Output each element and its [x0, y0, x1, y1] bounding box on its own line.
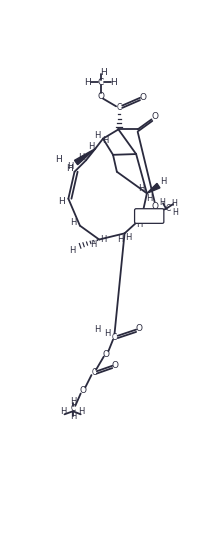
Polygon shape	[147, 183, 160, 193]
Text: H: H	[61, 408, 67, 416]
Text: O: O	[136, 324, 143, 333]
Text: C: C	[116, 103, 122, 112]
Text: H: H	[136, 220, 142, 229]
Text: H: H	[78, 154, 85, 163]
Text: H: H	[104, 329, 110, 338]
Text: H: H	[55, 155, 62, 164]
Text: C: C	[91, 368, 96, 377]
Text: O: O	[151, 202, 158, 211]
Text: O: O	[151, 112, 158, 121]
Text: H: H	[138, 184, 145, 193]
Text: H: H	[100, 235, 106, 244]
FancyBboxPatch shape	[135, 209, 164, 223]
Text: H: H	[171, 199, 177, 208]
Text: H: H	[100, 68, 106, 77]
Text: H: H	[110, 78, 117, 87]
Text: H: H	[159, 198, 165, 207]
Text: O: O	[103, 350, 110, 359]
Text: C: C	[98, 78, 104, 87]
Text: Abs: Abs	[141, 211, 157, 220]
Text: H: H	[69, 246, 75, 255]
Text: H: H	[67, 162, 73, 171]
Text: H: H	[70, 412, 76, 421]
Text: C: C	[112, 333, 117, 342]
Text: H: H	[94, 131, 101, 140]
Text: H: H	[84, 78, 91, 87]
Polygon shape	[74, 149, 95, 165]
Text: O: O	[112, 360, 119, 369]
Text: C: C	[70, 405, 76, 414]
Text: H: H	[102, 136, 109, 146]
Text: H: H	[88, 142, 95, 151]
Text: H: H	[125, 233, 132, 243]
Text: H: H	[78, 408, 85, 416]
Text: O: O	[80, 386, 86, 395]
Text: H: H	[71, 218, 77, 227]
Text: C: C	[166, 204, 171, 213]
Text: H: H	[58, 197, 65, 206]
Text: O: O	[97, 92, 104, 101]
Text: H: H	[160, 177, 166, 186]
Text: H: H	[70, 398, 76, 407]
Text: H: H	[118, 235, 124, 244]
Text: O: O	[140, 93, 146, 102]
Text: H: H	[94, 325, 101, 334]
Text: H: H	[146, 194, 152, 203]
Text: H: H	[67, 164, 73, 173]
Text: H: H	[172, 208, 178, 217]
Text: H: H	[91, 240, 97, 249]
